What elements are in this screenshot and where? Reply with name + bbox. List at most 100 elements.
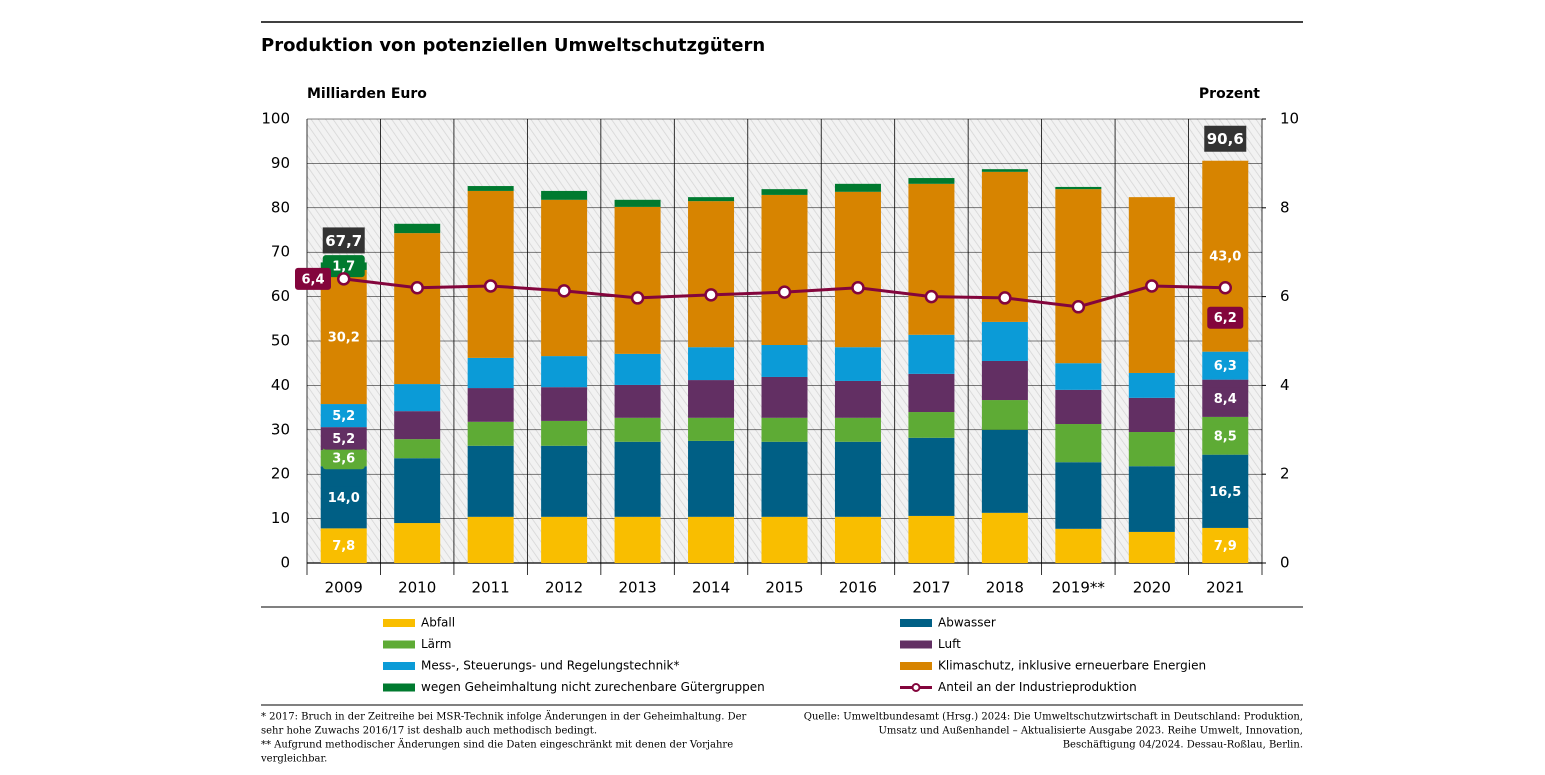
y2-tick-label: 8 <box>1280 198 1290 216</box>
chart-title: Produktion von potenziellen Umweltschutz… <box>261 35 765 56</box>
y-tick-label: 10 <box>271 509 290 527</box>
bar-segment <box>834 380 881 418</box>
bar-segment <box>688 440 735 517</box>
y-tick-label: 80 <box>271 198 290 216</box>
bar-segment <box>761 194 808 345</box>
bar-segment <box>1128 372 1175 398</box>
x-tick-label: 2009 <box>325 579 363 597</box>
y-tick-label: 30 <box>271 420 290 438</box>
legend-swatch <box>383 683 415 692</box>
value-label-box <box>322 255 365 278</box>
bar-segment <box>981 169 1028 172</box>
y-axis-title: Milliarden Euro <box>307 86 427 102</box>
bar-segment <box>688 417 735 441</box>
value-label-box <box>1204 480 1247 503</box>
bar-segment <box>908 334 955 374</box>
bar-segment <box>467 445 514 517</box>
bar-segment <box>761 417 808 442</box>
value-label-box <box>322 326 365 349</box>
y-tick-label: 60 <box>271 287 290 305</box>
bar-segment <box>688 380 735 418</box>
value-label: 6,4 <box>301 272 324 287</box>
value-label: 14,0 <box>328 491 360 506</box>
line-point <box>1218 280 1233 295</box>
total-label: 67,7 <box>325 232 362 250</box>
bar-segment <box>394 439 441 459</box>
value-label-box <box>1207 306 1244 329</box>
value-label-box <box>1204 354 1247 377</box>
value-label-box <box>322 534 365 557</box>
x-tick-label: 2014 <box>692 579 730 597</box>
bar-segment <box>467 516 514 563</box>
y-tick-label: 70 <box>271 243 290 261</box>
x-tick-label: 2010 <box>398 579 436 597</box>
bar-segment <box>908 515 955 563</box>
total-box <box>322 227 365 254</box>
value-label: 30,2 <box>328 331 360 346</box>
line-point <box>924 289 939 304</box>
source: Umsatz und Außenhandel – Aktualisierte A… <box>878 726 1303 737</box>
bar-segment <box>981 512 1028 563</box>
line-point <box>557 284 571 298</box>
footnote: ** Aufgrund methodischer Änderungen sind… <box>261 739 733 751</box>
legend-label: Mess-, Steuerungs- und Regelungstechnik* <box>421 659 679 673</box>
bar-segment <box>614 516 661 563</box>
bar-segment <box>908 412 955 438</box>
bar-segment <box>1055 363 1102 390</box>
y2-tick-label: 2 <box>1280 465 1290 483</box>
value-label-box <box>1204 245 1247 268</box>
legend-swatch <box>383 640 415 649</box>
bar-segment <box>541 445 588 517</box>
value-label-box <box>322 447 365 470</box>
value-label-box <box>322 404 365 427</box>
legend-label: Lärm <box>421 637 451 651</box>
value-label-box <box>322 486 365 509</box>
bar-segment <box>541 387 588 421</box>
bar-segment <box>834 417 881 442</box>
bar-segment <box>688 516 735 563</box>
bar-segment <box>394 233 441 385</box>
value-label: 3,6 <box>332 452 355 467</box>
bar-segment <box>908 373 955 413</box>
bar-segment <box>834 347 881 381</box>
bar-segment <box>614 353 661 385</box>
footnote: sehr hohe Zuwachs 2016/17 ist deshalb au… <box>261 726 597 737</box>
legend-label: wegen Geheimhaltung nicht zurechenbare G… <box>421 680 765 694</box>
value-label: 8,5 <box>1214 429 1237 444</box>
bar-segment <box>1055 389 1102 425</box>
y2-tick-label: 4 <box>1280 376 1290 394</box>
legend-swatch <box>900 640 932 649</box>
bar-segment <box>467 388 514 422</box>
value-label: 6,2 <box>1214 311 1237 326</box>
bar-segment <box>541 420 588 446</box>
legend-label: Klimaschutz, inklusive erneuerbare Energ… <box>938 659 1206 673</box>
line-point <box>483 279 498 293</box>
x-tick-label: 2017 <box>912 579 950 597</box>
total-box <box>1204 125 1247 152</box>
bar-segment <box>981 429 1028 513</box>
x-tick-label: 2011 <box>472 579 510 597</box>
y2-axis-title: Prozent <box>1199 86 1260 102</box>
x-tick-label: 2018 <box>986 579 1024 597</box>
x-tick-label: 2012 <box>545 579 583 597</box>
bar-segment <box>981 400 1028 430</box>
legend-swatch <box>383 662 415 670</box>
bar-segment <box>394 458 441 524</box>
value-label-box <box>1204 424 1247 447</box>
footnote: * 2017: Bruch in der Zeitreihe bei MSR-T… <box>261 711 747 723</box>
value-label-box <box>322 427 365 450</box>
bar-segment <box>614 199 661 207</box>
legend-swatch <box>900 662 932 670</box>
line-point <box>410 280 424 295</box>
bar-segment <box>541 190 588 200</box>
value-label: 5,2 <box>332 432 355 447</box>
bar-segment <box>981 321 1028 361</box>
source: Beschäftigung 04/2024. Dessau-Roßlau, Be… <box>1063 740 1303 751</box>
bar-segment <box>761 376 808 418</box>
legend-label: Anteil an der Industrieproduktion <box>938 680 1137 694</box>
value-label: 16,5 <box>1209 485 1241 500</box>
bar-segment <box>394 384 441 412</box>
bar-segment <box>394 411 441 440</box>
bar-segment <box>981 360 1028 401</box>
bar-segment <box>1055 186 1102 190</box>
